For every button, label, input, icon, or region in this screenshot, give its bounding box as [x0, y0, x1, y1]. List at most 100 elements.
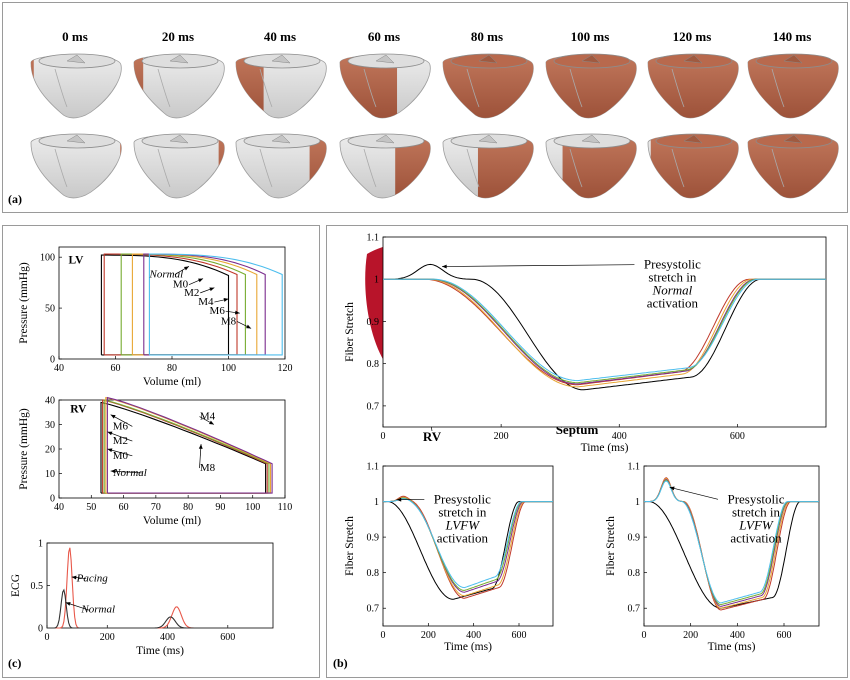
plot-area: [58, 399, 286, 499]
septum-notch: [375, 134, 395, 144]
stretch-curve: [383, 498, 553, 589]
arrow-head: [183, 266, 189, 271]
x-axis-label: Volume (ml): [143, 376, 201, 388]
pv-loop: [148, 253, 283, 356]
x-tick-label: 600: [730, 431, 745, 442]
y-tick-label: 1: [38, 539, 43, 550]
loop-label: M0: [173, 279, 189, 291]
y-tick-label: 1.1: [367, 233, 380, 244]
y-tick-label: 1.1: [367, 462, 380, 473]
stretch-annotation: Presystolic: [434, 491, 491, 506]
x-tick-label: 90: [215, 502, 225, 513]
y-tick-label: 0.8: [367, 359, 380, 370]
heart-contour: [671, 148, 685, 188]
chart-ecg: 0 200 400 600 0 0.5 1 Time (ms) ECG Pacing Normal: [10, 539, 274, 657]
stretch-annotation: Presystolic: [727, 491, 784, 506]
time-label: 140 ms: [772, 29, 812, 44]
heart-model: [647, 53, 739, 119]
panel-c-label: (c): [8, 656, 22, 670]
septum-notch: [581, 134, 601, 144]
heart-model: [545, 53, 637, 119]
ecg-trace: [47, 588, 273, 629]
y-tick-label: 0.9: [628, 533, 641, 544]
heart-contour: [54, 68, 68, 108]
activated-region: [31, 55, 34, 118]
heart-contour: [157, 148, 171, 188]
x-axis-label: Time (ms): [444, 641, 492, 653]
y-tick-label: 0: [50, 494, 55, 505]
pv-loop: [100, 254, 230, 356]
time-label: 100 ms: [570, 29, 610, 44]
arrow-head: [223, 298, 229, 302]
arrow-line: [110, 470, 143, 474]
heart-contour: [363, 148, 377, 188]
heart-model: [339, 53, 431, 119]
loop-label: M0: [113, 450, 129, 462]
heart-contour: [363, 68, 377, 108]
y-tick-label: 0.7: [367, 604, 380, 615]
stretch-curve: [383, 278, 826, 384]
chart-title: RV: [70, 403, 87, 415]
heart-model: [133, 53, 225, 119]
heart-model: [235, 133, 327, 199]
y-axis-label: Fiber Stretch: [605, 516, 617, 576]
x-tick-label: 0: [381, 630, 386, 641]
time-label: 20 ms: [161, 29, 195, 44]
arrow-head: [198, 278, 204, 283]
stretch-annotation: Presystolic: [644, 257, 701, 272]
arrow-head: [198, 444, 203, 449]
plot-area: [382, 236, 827, 428]
rv-label: RV: [423, 429, 442, 444]
heart-contour: [771, 68, 785, 108]
x-axis-label: Time (ms): [708, 641, 756, 653]
arrow-head: [110, 469, 116, 474]
pv-loop: [103, 253, 238, 356]
y-tick-label: 0.8: [367, 568, 380, 579]
y-tick-label: 0.8: [628, 568, 641, 579]
septum-notch: [478, 134, 498, 144]
heart-model: [442, 53, 534, 119]
x-tick-label: 600: [220, 632, 235, 643]
y-axis-label: Fiber Stretch: [344, 302, 356, 362]
x-axis-label: Time (ms): [136, 645, 184, 657]
septum-notch: [66, 134, 86, 144]
heart-model: [747, 53, 839, 119]
plot-area: [46, 542, 274, 629]
stretch-annotation: stretch in: [732, 504, 781, 519]
septum-notch: [375, 54, 395, 64]
loop-label: M4: [198, 296, 214, 308]
x-axis-label: Volume (ml): [143, 515, 201, 527]
y-axis-label: Pressure (mmHg): [18, 262, 30, 344]
time-label: 60 ms: [367, 29, 401, 44]
pv-loop: [100, 401, 267, 494]
y-tick-label: 0.7: [367, 401, 380, 412]
x-tick-label: 200: [683, 630, 698, 641]
stretch-annotation: activation: [647, 296, 699, 311]
y-tick-label: 1: [635, 497, 640, 508]
x-tick-label: 40: [54, 502, 64, 513]
activated-region: [120, 135, 122, 198]
panel-c: 40 60 80 100 120 0 50 100 Volume (ml) Pressure (m…: [2, 225, 320, 678]
chart-rv-pv: 40 50 60 70 80 90 100 110 0 10 20 30 40 Volume (ml) Pr…: [18, 396, 292, 528]
arrow-head: [107, 448, 113, 453]
septum-notch: [169, 134, 189, 144]
plot-area: [382, 465, 554, 627]
activated-region: [218, 135, 225, 198]
heart-snapshots: [30, 53, 839, 199]
arrow-head: [208, 420, 214, 425]
activated-region: [134, 55, 144, 118]
x-tick-label: 40: [54, 363, 64, 374]
x-tick-label: 200: [100, 632, 115, 643]
heart-contour: [259, 68, 273, 108]
arrow-head: [234, 310, 240, 315]
heart-contour: [466, 68, 480, 108]
stretch-annotation: stretch in: [438, 504, 487, 519]
chart-stretch-lvfw-2: 0 200 400 600 0.7 0.8 0.9 1 1.1 Time (ms) Fiber St…: [605, 462, 820, 653]
heart-contour: [569, 148, 583, 188]
chart-title: LV: [68, 254, 84, 266]
pv-loop: [103, 399, 270, 494]
x-tick-label: 0: [642, 630, 647, 641]
arrow-head: [442, 264, 447, 269]
